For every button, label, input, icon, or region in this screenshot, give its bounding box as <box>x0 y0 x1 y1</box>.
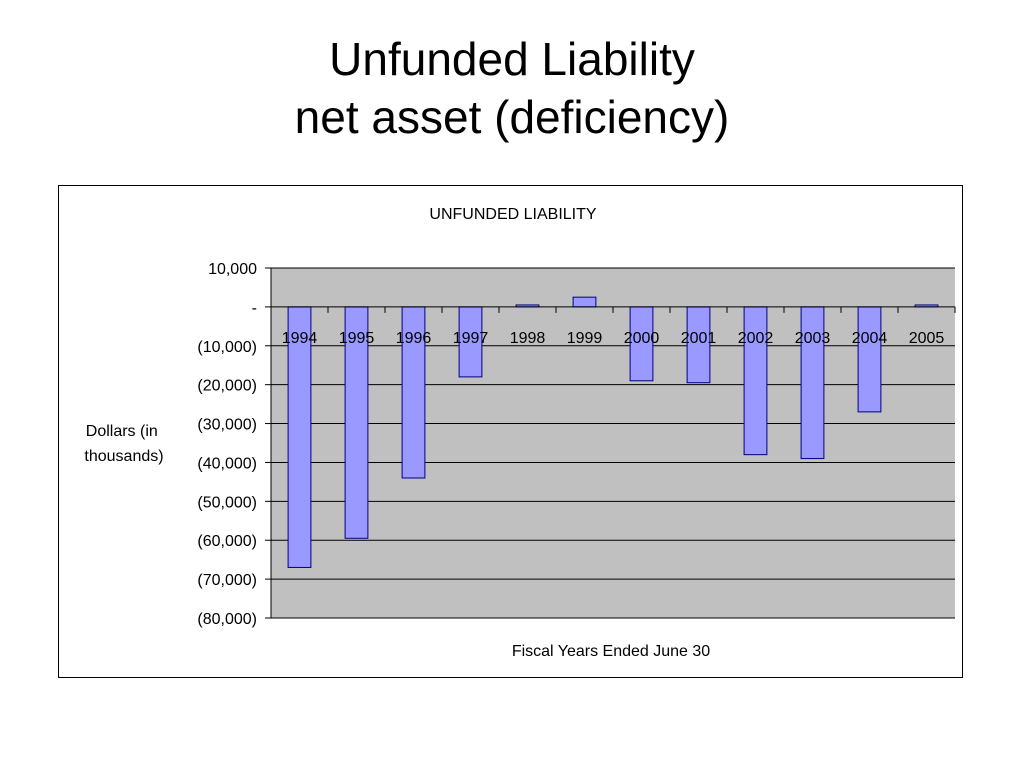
x-tick-label-1996: 1996 <box>396 330 432 347</box>
chart-title: UNFUNDED LIABILITY <box>429 206 596 223</box>
plot-area <box>271 268 955 618</box>
chart-frame: UNFUNDED LIABILITY Fiscal Years Ended Ju… <box>58 185 963 678</box>
x-tick-label-1997: 1997 <box>453 330 489 347</box>
x-tick-label-2002: 2002 <box>738 330 774 347</box>
y-tick-label: (40,000) <box>197 455 257 472</box>
y-axis-label: Dollars (in thousands) <box>84 423 163 465</box>
x-tick-label-2001: 2001 <box>681 330 717 347</box>
y-tick-label: (10,000) <box>197 339 257 356</box>
x-axis-label: Fiscal Years Ended June 30 <box>512 643 710 660</box>
x-tick-label-1994: 1994 <box>282 330 318 347</box>
x-tick-label-1998: 1998 <box>510 330 546 347</box>
bar-chart: UNFUNDED LIABILITY Fiscal Years Ended Ju… <box>84 206 956 660</box>
slide-title: Unfunded Liability net asset (deficiency… <box>0 30 1024 146</box>
y-tick-label: - <box>252 300 257 317</box>
x-tick-label-2003: 2003 <box>795 330 831 347</box>
x-tick-label-2005: 2005 <box>909 330 945 347</box>
x-tick-label-1999: 1999 <box>567 330 603 347</box>
bar-2004 <box>857 306 882 413</box>
x-tick-label-1995: 1995 <box>339 330 375 347</box>
x-tick-label-2004: 2004 <box>852 330 888 347</box>
y-axis-label-line-2: thousands) <box>84 448 163 465</box>
slide-title-line-1: Unfunded Liability <box>329 33 695 85</box>
x-tick-label-2000: 2000 <box>624 330 660 347</box>
y-tick-label: (30,000) <box>197 417 257 434</box>
y-tick-label: (70,000) <box>197 572 257 589</box>
y-tick-label: (50,000) <box>197 494 257 511</box>
y-axis-label-line-1: Dollars (in <box>86 423 158 440</box>
y-tick-label: (20,000) <box>197 378 257 395</box>
bar-1999 <box>572 296 597 308</box>
y-tick-label: 10,000 <box>208 261 257 278</box>
y-tick-label: (60,000) <box>197 533 257 550</box>
y-tick-label: (80,000) <box>197 611 257 628</box>
slide-title-line-2: net asset (deficiency) <box>294 91 730 143</box>
